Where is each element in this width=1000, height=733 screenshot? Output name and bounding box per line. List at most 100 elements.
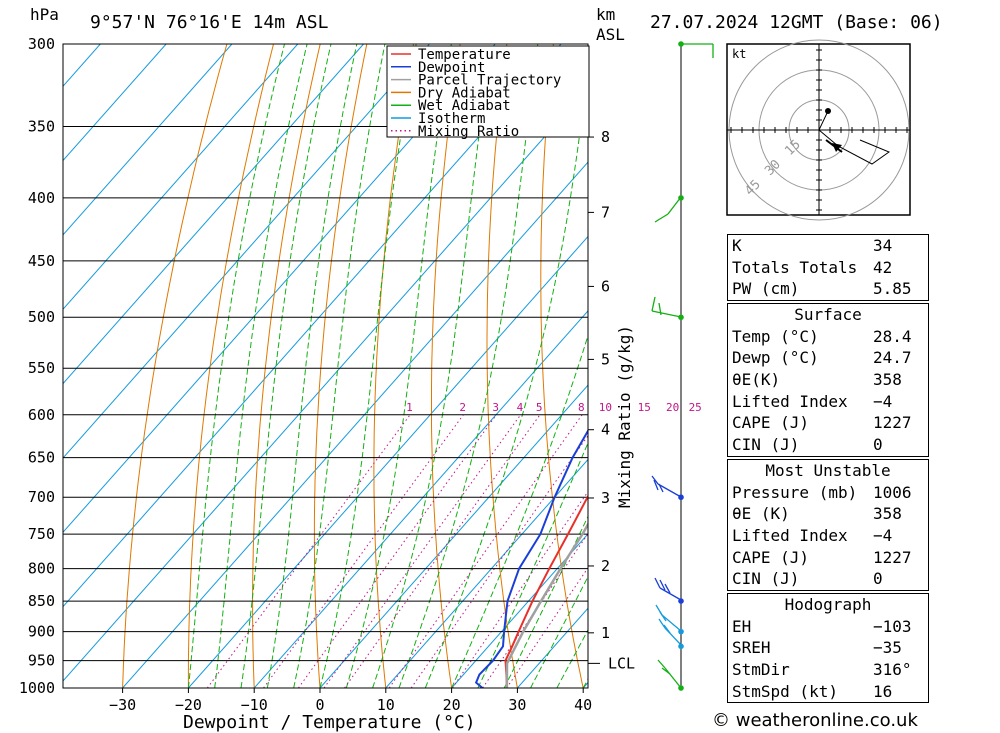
isotherm-line xyxy=(63,44,299,310)
wind-barb xyxy=(661,614,682,632)
mixing-ratio-label: 3 xyxy=(492,401,499,414)
x-tick-label: −20 xyxy=(175,696,202,714)
mu-li-label: Lifted Index xyxy=(732,526,848,546)
isotherm-line xyxy=(63,87,588,682)
height-unit-asl: ASL xyxy=(596,25,625,44)
wind-barb xyxy=(651,310,682,318)
wind-barb xyxy=(663,624,671,634)
mu-thetae-value: 358 xyxy=(873,504,902,524)
most-unstable-title: Most Unstable xyxy=(765,461,891,480)
surface-dewp-value: 24.7 xyxy=(873,348,912,368)
wind-barb xyxy=(658,618,666,629)
x-axis-label: Dewpoint / Temperature (°C) xyxy=(183,712,476,733)
surface-li-value: −4 xyxy=(873,391,893,411)
wind-level-dot xyxy=(678,494,684,501)
mixing-ratio-line xyxy=(323,414,522,688)
plot-frame xyxy=(62,43,589,689)
mixing-ratio-label: 5 xyxy=(536,401,543,414)
x-tick-label: 0 xyxy=(315,696,324,714)
isotherm-line xyxy=(188,235,588,688)
legend-label: Parcel Trajectory xyxy=(418,73,561,89)
height-tick-label: 5 xyxy=(601,350,610,368)
series-temperature xyxy=(504,494,588,688)
surface-temp-value: 28.4 xyxy=(873,326,912,346)
eh-label: EH xyxy=(732,616,752,636)
eh-value: −103 xyxy=(873,616,912,636)
storm-motion-arrow xyxy=(825,139,843,153)
legend-label: Dry Adiabat xyxy=(418,85,511,101)
wind-barb xyxy=(658,302,662,316)
copyright-text[interactable]: © weatheronline.co.uk xyxy=(712,710,918,731)
wind-barb xyxy=(661,667,671,675)
legend-label: Wet Adiabat xyxy=(418,98,511,114)
isotherm-line xyxy=(63,44,430,459)
surface-thetae-value: 358 xyxy=(873,370,902,390)
isotherm-line xyxy=(63,44,364,385)
wet-adiabat-line xyxy=(398,44,539,688)
x-tick-label: 40 xyxy=(574,696,592,714)
mixing-ratio-labels: 1 2 3 4 5 8 10 15 20 25 xyxy=(406,401,702,414)
wind-barb xyxy=(657,483,682,498)
pressure-tick-label: 850 xyxy=(28,592,55,610)
pressure-tick-label: 950 xyxy=(28,652,55,670)
hodograph-table-title: Hodograph xyxy=(784,595,872,614)
mu-pressure-value: 1006 xyxy=(873,482,912,502)
mu-cin-label: CIN (J) xyxy=(732,569,800,589)
pressure-tick-label: 1000 xyxy=(19,679,55,697)
wind-profile xyxy=(651,41,714,691)
pressure-tick-label: 450 xyxy=(28,252,55,270)
isotherm-line xyxy=(385,458,588,688)
wind-barb xyxy=(658,483,664,493)
hodograph-unit: kt xyxy=(732,47,746,61)
mixing-ratio-label: 1 xyxy=(406,401,413,414)
index-row-k: K 34 xyxy=(732,236,893,255)
lcl-label: LCL xyxy=(608,654,635,672)
dry-adiabat-line xyxy=(313,44,368,688)
wet-adiabat-line xyxy=(319,44,417,688)
pressure-tick-label: 600 xyxy=(28,406,55,424)
x-tick-label: 30 xyxy=(508,696,526,714)
wind-barb xyxy=(651,296,656,312)
mu-li-value: −4 xyxy=(873,526,893,546)
mixing-ratio-line xyxy=(344,414,541,688)
surface-cin-label: CIN (J) xyxy=(732,435,800,455)
mixing-ratio-axis-label: Mixing Ratio (g/kg) xyxy=(615,325,634,508)
x-tick-label: 20 xyxy=(443,696,461,714)
pressure-tick-label: 350 xyxy=(28,117,55,135)
stmdir-value: 316° xyxy=(873,660,912,680)
wind-barb xyxy=(667,196,682,215)
wind-barb xyxy=(657,659,666,669)
wet-adiabat-line xyxy=(503,515,588,688)
hodograph-table: Hodograph EH −103 SREH −35 StmDir 316° StmS… xyxy=(727,593,929,704)
wind-barb xyxy=(659,579,666,591)
surface-cape-value: 1227 xyxy=(873,413,912,433)
mixing-ratio-line xyxy=(388,414,583,688)
surface-cape-label: CAPE (J) xyxy=(732,413,810,433)
indices-table: K 34 Totals Totals 42 PW (cm) 5.85 xyxy=(727,234,929,302)
isotherm-line xyxy=(122,161,588,688)
surface-title: Surface xyxy=(794,305,862,324)
isotherm-line xyxy=(319,384,588,688)
x-tick-label: −10 xyxy=(241,696,268,714)
mixing-ratio-line xyxy=(297,414,497,688)
mu-cape-value: 1227 xyxy=(873,547,912,567)
location-title: 9°57'N 76°16'E 14m ASL xyxy=(90,12,329,33)
wet-adiabat-line xyxy=(187,44,285,688)
mixing-ratio-line xyxy=(506,566,588,688)
stmdir-label: StmDir xyxy=(732,660,790,680)
wind-barb xyxy=(659,611,667,622)
wind-level-dot xyxy=(678,598,684,604)
datetime-title: 27.07.2024 12GMT (Base: 06) xyxy=(650,12,943,33)
sreh-label: SREH xyxy=(732,638,771,658)
surface-cin-value: 0 xyxy=(873,435,883,455)
wind-level-dot xyxy=(678,195,684,201)
wet-adiabat-line xyxy=(266,44,358,688)
series-dewpoint xyxy=(474,428,588,688)
pressure-unit: hPa xyxy=(30,5,59,24)
mixing-ratio-label: 10 xyxy=(599,401,612,414)
pressure-tick-label: 700 xyxy=(28,488,55,506)
wind-barb xyxy=(651,475,659,485)
stmspd-value: 16 xyxy=(873,681,893,701)
